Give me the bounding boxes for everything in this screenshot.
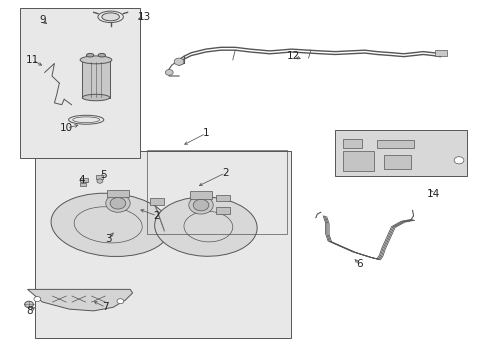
- Bar: [216, 195, 230, 201]
- Bar: [335, 130, 467, 176]
- Text: 14: 14: [426, 189, 440, 199]
- Text: 10: 10: [60, 123, 73, 133]
- Bar: [216, 207, 230, 214]
- Bar: [190, 192, 212, 199]
- Bar: [343, 151, 374, 171]
- Text: 6: 6: [357, 259, 363, 269]
- Circle shape: [174, 58, 184, 65]
- Ellipse shape: [86, 53, 94, 57]
- Circle shape: [97, 179, 103, 183]
- Polygon shape: [27, 289, 133, 311]
- Bar: [384, 155, 411, 169]
- Text: 8: 8: [26, 306, 33, 316]
- Bar: [150, 198, 164, 205]
- Text: 7: 7: [102, 302, 109, 312]
- Circle shape: [189, 196, 213, 214]
- Ellipse shape: [80, 56, 112, 64]
- Text: 12: 12: [287, 51, 300, 61]
- Text: 9: 9: [39, 15, 46, 26]
- Bar: [147, 149, 287, 234]
- Circle shape: [24, 301, 33, 308]
- Bar: [107, 190, 129, 197]
- Circle shape: [110, 198, 126, 209]
- Text: 3: 3: [105, 234, 112, 244]
- Bar: [435, 50, 447, 56]
- Circle shape: [454, 157, 464, 164]
- Ellipse shape: [82, 94, 110, 101]
- Bar: [80, 183, 86, 186]
- Circle shape: [165, 69, 173, 75]
- Text: 1: 1: [202, 129, 209, 138]
- Circle shape: [106, 194, 130, 212]
- Bar: [82, 60, 110, 98]
- Text: 2: 2: [222, 168, 229, 178]
- Bar: [80, 178, 88, 182]
- Ellipse shape: [102, 13, 120, 21]
- Text: 11: 11: [26, 55, 39, 65]
- Bar: [20, 8, 140, 158]
- Ellipse shape: [51, 193, 170, 256]
- Ellipse shape: [155, 197, 257, 256]
- Circle shape: [193, 199, 209, 211]
- Circle shape: [117, 299, 124, 304]
- Text: 13: 13: [138, 12, 151, 22]
- Bar: [377, 140, 414, 148]
- Bar: [35, 151, 292, 338]
- Text: 5: 5: [100, 170, 107, 180]
- Ellipse shape: [98, 53, 105, 57]
- Bar: [97, 175, 103, 179]
- Text: 4: 4: [78, 175, 85, 185]
- Text: 2: 2: [154, 211, 160, 221]
- Bar: [343, 139, 362, 148]
- Circle shape: [34, 297, 41, 302]
